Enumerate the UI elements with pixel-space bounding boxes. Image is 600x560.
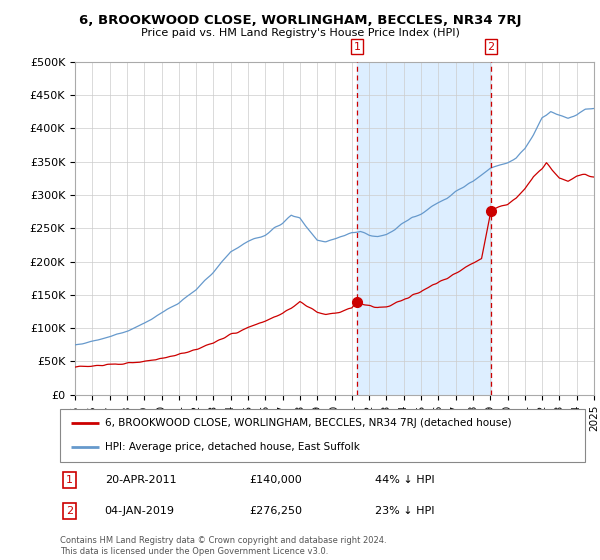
Text: 2: 2 (487, 41, 494, 52)
Text: HPI: Average price, detached house, East Suffolk: HPI: Average price, detached house, East… (104, 442, 359, 452)
Text: 44% ↓ HPI: 44% ↓ HPI (375, 475, 434, 485)
Text: 23% ↓ HPI: 23% ↓ HPI (375, 506, 434, 516)
FancyBboxPatch shape (60, 409, 585, 462)
Bar (357, 62, 491, 395)
Text: 6, BROOKWOOD CLOSE, WORLINGHAM, BECCLES, NR34 7RJ (detached house): 6, BROOKWOOD CLOSE, WORLINGHAM, BECCLES,… (104, 418, 511, 428)
Text: 20-APR-2011: 20-APR-2011 (104, 475, 176, 485)
Text: Price paid vs. HM Land Registry's House Price Index (HPI): Price paid vs. HM Land Registry's House … (140, 28, 460, 38)
Text: 1: 1 (66, 475, 73, 485)
Text: 04-JAN-2019: 04-JAN-2019 (104, 506, 175, 516)
Text: Contains HM Land Registry data © Crown copyright and database right 2024.
This d: Contains HM Land Registry data © Crown c… (60, 536, 386, 556)
Text: £140,000: £140,000 (249, 475, 302, 485)
Text: 1: 1 (353, 41, 361, 52)
Text: 6, BROOKWOOD CLOSE, WORLINGHAM, BECCLES, NR34 7RJ: 6, BROOKWOOD CLOSE, WORLINGHAM, BECCLES,… (79, 14, 521, 27)
Text: £276,250: £276,250 (249, 506, 302, 516)
Text: 2: 2 (66, 506, 73, 516)
